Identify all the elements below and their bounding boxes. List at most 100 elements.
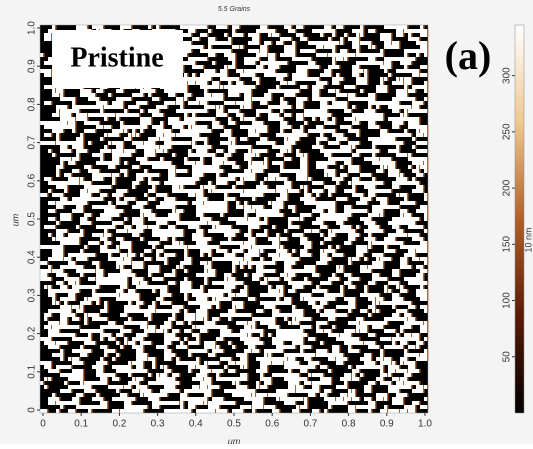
grain-edge bbox=[387, 129, 389, 133]
grain bbox=[312, 409, 320, 413]
grain-edge bbox=[211, 265, 213, 269]
grain-edge bbox=[307, 333, 309, 337]
grain-edge bbox=[295, 93, 297, 97]
grain-edge bbox=[183, 185, 185, 189]
grain bbox=[72, 105, 104, 109]
grain bbox=[132, 165, 140, 169]
grain bbox=[404, 81, 412, 85]
grain-edge bbox=[423, 273, 425, 277]
grain-edge bbox=[235, 141, 237, 145]
grain bbox=[312, 97, 336, 101]
grain bbox=[316, 321, 328, 325]
grain bbox=[356, 81, 368, 85]
grain bbox=[380, 361, 392, 365]
grain-edge bbox=[227, 201, 229, 205]
grain bbox=[248, 237, 256, 241]
grain-edge bbox=[419, 369, 421, 373]
grain-edge bbox=[259, 133, 261, 137]
grain-edge bbox=[411, 77, 413, 81]
grain-edge bbox=[175, 273, 177, 277]
grain-edge bbox=[167, 261, 169, 265]
grain-edge bbox=[359, 177, 361, 181]
grain-edge bbox=[131, 373, 133, 377]
grain bbox=[252, 277, 260, 281]
grain-edge bbox=[231, 117, 233, 121]
grain-edge bbox=[359, 257, 361, 261]
grain-edge bbox=[147, 353, 149, 357]
grain-edge bbox=[219, 245, 221, 249]
grain bbox=[80, 89, 92, 93]
grain bbox=[420, 165, 428, 169]
grain-edge bbox=[127, 217, 129, 221]
grain bbox=[188, 193, 196, 197]
grain-edge bbox=[255, 345, 257, 349]
grain bbox=[140, 161, 172, 165]
grain bbox=[396, 89, 408, 93]
grain bbox=[68, 409, 76, 413]
grain bbox=[268, 177, 276, 181]
grain-edge bbox=[327, 81, 329, 85]
grain-edge bbox=[291, 301, 293, 305]
grain-edge bbox=[319, 77, 321, 81]
grain bbox=[252, 273, 264, 277]
grain bbox=[404, 321, 424, 325]
grain bbox=[92, 293, 120, 297]
grain bbox=[176, 321, 184, 325]
grain bbox=[252, 121, 264, 125]
grain-edge bbox=[319, 141, 321, 145]
grain-edge bbox=[359, 129, 361, 133]
grain-edge bbox=[67, 321, 69, 325]
grain bbox=[136, 301, 144, 305]
grain bbox=[96, 373, 116, 377]
grain bbox=[316, 53, 328, 57]
grain-edge bbox=[231, 273, 233, 277]
grain-edge bbox=[115, 205, 117, 209]
grain-edge bbox=[407, 289, 409, 293]
grain-edge bbox=[159, 181, 161, 185]
grain-edge bbox=[207, 365, 209, 369]
grain-edge bbox=[379, 309, 381, 313]
grain-edge bbox=[367, 81, 369, 85]
grain-edge bbox=[423, 237, 425, 241]
grain-edge bbox=[335, 29, 337, 33]
grain bbox=[164, 141, 192, 145]
grain-edge bbox=[371, 389, 373, 393]
grain-edge bbox=[91, 337, 93, 341]
grain-edge bbox=[227, 209, 229, 213]
grain-edge bbox=[235, 233, 237, 237]
grain-edge bbox=[303, 217, 305, 221]
grain-edge bbox=[203, 213, 205, 217]
grain bbox=[380, 65, 392, 69]
grain bbox=[120, 25, 132, 29]
grain-edge bbox=[335, 45, 337, 49]
grain-edge bbox=[383, 113, 385, 117]
grain-edge bbox=[139, 233, 141, 237]
grain-edge bbox=[311, 317, 313, 321]
grain bbox=[404, 333, 412, 337]
grain bbox=[284, 93, 296, 97]
grain-edge bbox=[411, 385, 413, 389]
grain bbox=[216, 177, 236, 181]
grain bbox=[224, 101, 236, 105]
grain bbox=[56, 365, 72, 369]
grain-edge bbox=[311, 281, 313, 285]
grain bbox=[132, 205, 144, 209]
grain bbox=[420, 325, 428, 329]
grain-edge bbox=[383, 353, 385, 357]
grain bbox=[164, 89, 188, 93]
grain bbox=[328, 209, 336, 213]
grain-edge bbox=[311, 293, 313, 297]
grain-edge bbox=[259, 33, 261, 37]
grain-edge bbox=[371, 353, 373, 357]
grain-edge bbox=[347, 57, 349, 61]
grain-edge bbox=[267, 129, 269, 133]
grain bbox=[48, 293, 56, 297]
grain bbox=[388, 409, 400, 413]
grain bbox=[296, 317, 312, 321]
grain-edge bbox=[63, 253, 65, 257]
grain bbox=[116, 297, 140, 301]
grain-edge bbox=[63, 193, 65, 197]
grain-edge bbox=[247, 365, 249, 369]
grain bbox=[296, 25, 304, 29]
